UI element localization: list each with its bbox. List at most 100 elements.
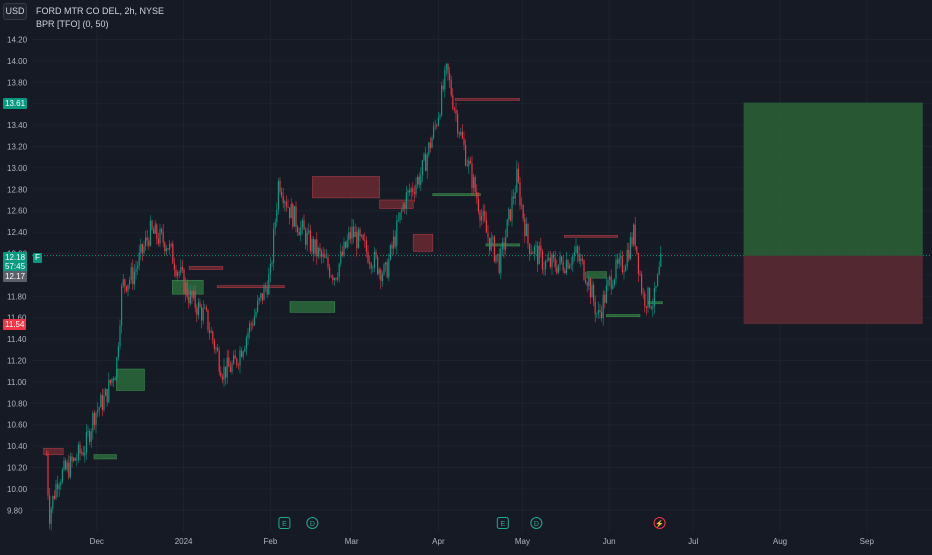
candle-body <box>437 117 439 126</box>
candle-body <box>545 261 547 269</box>
last-price-badge: 12.18 <box>3 252 28 263</box>
candle-body <box>562 262 564 271</box>
candle-body <box>215 347 217 349</box>
candle-body <box>255 311 257 317</box>
candle-body <box>87 431 89 433</box>
time-tick-label: Feb <box>264 537 278 546</box>
candle-body <box>631 237 633 245</box>
candle-body <box>375 251 377 257</box>
candle-body <box>135 268 137 272</box>
candle-body <box>92 413 94 432</box>
bear-zone <box>216 285 285 289</box>
candle-body <box>253 316 255 326</box>
candle-body <box>105 389 107 396</box>
candle-body <box>581 258 583 261</box>
flag-icon[interactable]: F <box>33 253 42 263</box>
candle-body <box>509 209 511 221</box>
candle-body <box>540 245 542 251</box>
candle-body <box>113 378 115 381</box>
time-tick-label: Jun <box>603 537 616 546</box>
candle-body <box>589 278 591 298</box>
candle-body <box>241 350 243 357</box>
bull-zone <box>606 314 641 317</box>
candle-body <box>329 266 331 277</box>
candle-body <box>119 325 121 347</box>
candle-body <box>623 271 625 273</box>
candle-body <box>508 209 510 220</box>
candle-body <box>186 282 188 297</box>
candle-body <box>634 224 636 247</box>
candle-body <box>60 482 62 486</box>
split-marker <box>653 517 666 529</box>
candle-body <box>167 248 169 250</box>
candle-body <box>473 177 475 188</box>
candle-body <box>301 220 303 227</box>
candle-body <box>636 246 638 254</box>
candle-body <box>650 306 652 309</box>
candle-body <box>108 379 110 403</box>
candle-body <box>274 221 276 229</box>
price-tick-label: 13.40 <box>7 121 28 130</box>
candle-body <box>436 125 438 127</box>
candle-body <box>125 286 127 292</box>
candle-body <box>154 224 156 234</box>
candle-body <box>66 462 68 470</box>
candle-body <box>557 264 559 273</box>
candle-body <box>173 263 175 270</box>
candle-body <box>405 192 407 209</box>
price-tick-label: 10.20 <box>7 464 28 473</box>
candle-body <box>52 495 54 509</box>
candle-body <box>237 364 239 366</box>
candle-body <box>234 355 236 359</box>
candle-body <box>69 456 71 478</box>
currency-button[interactable]: USD <box>3 3 27 20</box>
candle-body <box>45 454 47 456</box>
candle-body <box>233 355 235 364</box>
candle-body <box>277 181 279 210</box>
candle-body <box>505 237 507 250</box>
candle-body <box>373 251 375 269</box>
candle-body <box>221 376 223 380</box>
candle-body <box>607 279 609 286</box>
candle-body <box>613 279 615 286</box>
candle-body <box>551 254 553 267</box>
candle-body <box>340 251 342 264</box>
indicator-title[interactable]: BPR [TFO] (0, 50) <box>36 19 109 29</box>
candle-body <box>345 241 347 248</box>
candle-body <box>500 248 502 274</box>
candle-body <box>293 206 295 227</box>
candle-body <box>212 331 214 341</box>
candle-body <box>517 168 519 183</box>
candle-body <box>106 389 108 403</box>
candle-body <box>250 323 252 325</box>
candle-body <box>252 324 254 326</box>
price-tick-label: 13.20 <box>7 143 28 152</box>
candle-body <box>76 459 78 461</box>
candle-body <box>205 307 207 310</box>
candle-body <box>538 245 540 265</box>
price-tick-label: 14.00 <box>7 57 28 66</box>
candle-body <box>369 262 371 264</box>
candle-body <box>543 268 545 270</box>
candle-body <box>308 230 310 233</box>
time-tick-label: Apr <box>432 537 445 546</box>
candle-body <box>97 409 99 413</box>
earnings-marker <box>278 517 291 529</box>
candle-body <box>433 125 435 138</box>
candle-body <box>47 454 49 496</box>
candle-body <box>148 240 150 246</box>
candle-body <box>588 278 590 286</box>
candle-body <box>189 290 191 304</box>
loss-zone <box>743 255 923 325</box>
candle-body <box>625 266 627 272</box>
candle-body <box>197 302 199 315</box>
candle-body <box>137 265 139 269</box>
candle-body <box>471 163 473 188</box>
candle-body <box>620 256 622 259</box>
earnings-marker-label: E <box>500 521 505 528</box>
candle-body <box>365 240 367 252</box>
candle-body <box>330 276 332 277</box>
candle-body <box>138 252 140 266</box>
